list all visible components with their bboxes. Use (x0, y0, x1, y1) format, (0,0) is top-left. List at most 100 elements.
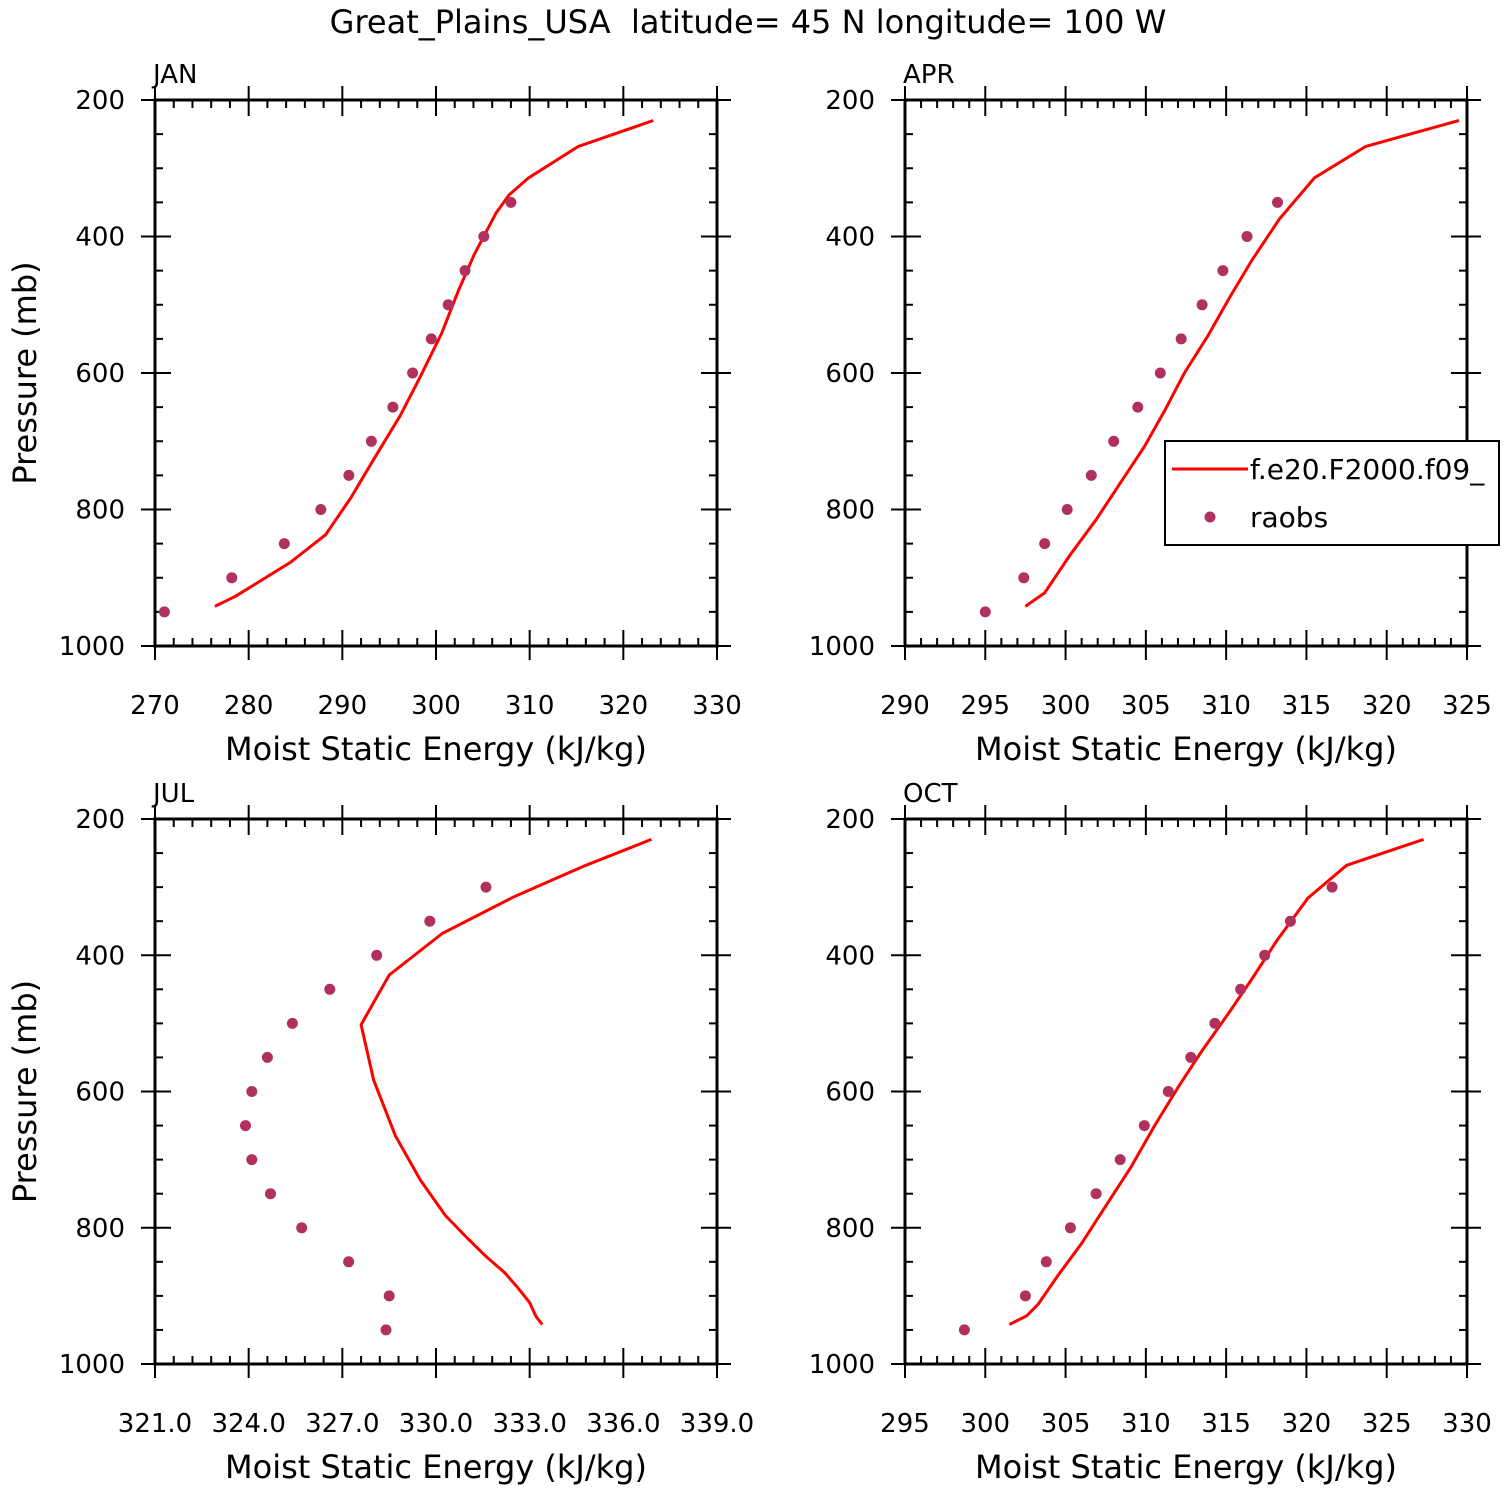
legend-raobs-label: raobs (1250, 501, 1328, 534)
oct-raobs-point (1259, 949, 1271, 961)
jul-raobs-point (246, 1086, 258, 1097)
oct-raobs-point (1185, 1051, 1197, 1063)
oct-panel-title: OCT (903, 779, 958, 809)
oct-raobs-point (1235, 983, 1247, 995)
jul-x-tick-label: 321.0 (118, 1409, 192, 1439)
jan-y-tick-label: 800 (75, 496, 125, 526)
jul-x-tick-label: 339.0 (680, 1409, 754, 1439)
apr-x-tick-label: 320 (1362, 691, 1412, 721)
apr-raobs-point (1241, 231, 1253, 242)
apr-x-tick-label: 305 (1121, 691, 1171, 721)
jul-raobs-point (371, 949, 383, 961)
jan-raobs-point (459, 265, 471, 277)
legend: f.e20.F2000.f09_ raobs (1164, 440, 1500, 546)
jan-raobs-point (407, 367, 419, 379)
oct-raobs-point (1326, 881, 1338, 893)
oct-x-axis-label: Moist Static Energy (kJ/kg) (975, 1448, 1397, 1486)
oct-y-tick-label: 600 (825, 1078, 875, 1108)
oct-y-tick-label: 400 (825, 941, 875, 971)
apr-y-tick-label: 600 (825, 359, 875, 389)
jan-raobs-point (478, 231, 490, 242)
figure-title: Great_Plains_USA latitude= 45 N longitud… (330, 3, 1167, 41)
jul-raobs-point (296, 1222, 308, 1234)
jan-x-tick-label: 270 (130, 691, 180, 721)
apr-x-tick-label: 295 (960, 691, 1010, 721)
jul-y-tick-label: 200 (75, 805, 125, 835)
oct-x-tick-label: 320 (1282, 1409, 1332, 1439)
jan-x-tick-label: 280 (224, 691, 274, 721)
jul-y-tick-label: 600 (75, 1078, 125, 1108)
jan-raobs-point (425, 333, 437, 345)
jan-plot-frame (153, 98, 719, 648)
apr-raobs-point (979, 606, 991, 618)
oct-raobs-point (1284, 915, 1296, 927)
jul-raobs-point (343, 1256, 355, 1268)
jul-y-tick-label: 800 (75, 1214, 125, 1244)
apr-raobs-point (1039, 538, 1051, 550)
jul-raobs-point (383, 1290, 395, 1302)
apr-panel-title: APR (903, 60, 955, 90)
oct-x-tick-label: 300 (960, 1409, 1010, 1439)
jul-raobs-point (246, 1154, 258, 1166)
jul-model-line (359, 838, 652, 1326)
jan-raobs-point (442, 299, 454, 311)
jul-x-tick-label: 336.0 (586, 1409, 660, 1439)
oct-y-tick-label: 1000 (809, 1350, 875, 1380)
oct-y-tick-label: 200 (825, 805, 875, 835)
oct-x-tick-label: 295 (880, 1409, 930, 1439)
apr-raobs-point (1154, 367, 1166, 379)
apr-x-tick-label: 300 (1041, 691, 1091, 721)
jul-y-tick-label: 1000 (59, 1350, 125, 1380)
jan-raobs-point (315, 504, 327, 515)
jul-x-tick-label: 324.0 (211, 1409, 285, 1439)
jul-raobs-point (240, 1120, 251, 1132)
apr-raobs-point (1132, 401, 1144, 413)
oct-raobs-point (1064, 1222, 1076, 1234)
panel-jan: JAN 270 280 290 300 310 320 330 200 400 600 800 1000… (6, 60, 742, 768)
jan-x-tick-label: 300 (411, 691, 461, 721)
apr-raobs-point (1018, 572, 1030, 584)
jul-raobs-point (480, 881, 492, 893)
oct-raobs-point (1138, 1120, 1150, 1132)
jul-y-axis-label: Pressure (mb) (6, 980, 44, 1203)
oct-x-tick-label: 315 (1201, 1409, 1251, 1439)
jul-raobs-point (424, 915, 436, 927)
jan-raobs-point (278, 538, 290, 550)
apr-y-tick-label: 400 (825, 223, 875, 253)
jan-y-tick-label: 1000 (59, 632, 125, 662)
apr-x-tick-label: 325 (1442, 691, 1492, 721)
jul-x-tick-label: 330.0 (399, 1409, 473, 1439)
jan-x-tick-label: 330 (692, 691, 742, 721)
jul-plot-frame (153, 817, 719, 1366)
legend-raobs-marker-swatch (1204, 511, 1216, 523)
jul-raobs-point (286, 1017, 298, 1029)
jan-raobs-point (226, 572, 238, 584)
jan-raobs-point (158, 606, 170, 618)
jul-x-tick-label: 333.0 (492, 1409, 566, 1439)
jul-x-axis-label: Moist Static Energy (kJ/kg) (225, 1448, 647, 1486)
panel-apr: APR 290 295 300 305 310 315 320 325 200 400 600 800 1… (809, 60, 1492, 768)
oct-x-tick-label: 305 (1041, 1409, 1091, 1439)
apr-x-axis-label: Moist Static Energy (kJ/kg) (975, 730, 1397, 768)
jul-panel-title: JUL (151, 779, 195, 809)
jan-raobs-point (343, 469, 355, 481)
jul-raobs-point (261, 1051, 273, 1063)
oct-plot-frame (903, 817, 1469, 1366)
jan-model-line (214, 119, 654, 608)
oct-raobs-point (1162, 1086, 1174, 1097)
jul-raobs-point (380, 1324, 392, 1336)
jul-raobs-point (265, 1188, 276, 1200)
jan-raobs-point (387, 401, 399, 413)
oct-y-tick-label: 800 (825, 1214, 875, 1244)
oct-model-line (1008, 837, 1425, 1326)
apr-y-tick-label: 200 (825, 86, 875, 116)
legend-model-label: f.e20.F2000.f09_ (1250, 453, 1485, 486)
jul-y-tick-label: 400 (75, 941, 125, 971)
oct-raobs-point (1019, 1290, 1031, 1302)
apr-raobs-point (1061, 504, 1073, 515)
panel-oct: OCT 295 300 305 310 315 320 325 330 200 400 600 800 1… (809, 779, 1492, 1486)
legend-box (1164, 440, 1500, 546)
oct-x-tick-label: 325 (1362, 1409, 1412, 1439)
apr-y-tick-label: 800 (825, 496, 875, 526)
